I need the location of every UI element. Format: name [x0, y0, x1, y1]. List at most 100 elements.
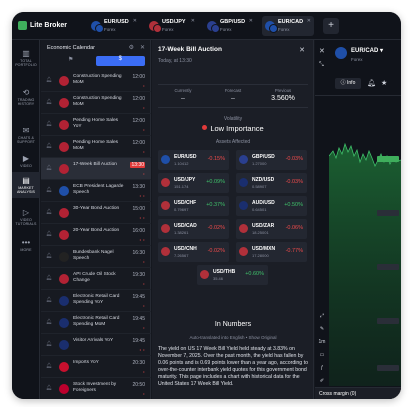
event-row[interactable]: 🔔︎ Pending Home Sales YoY 12:00 • [41, 114, 151, 136]
nav-more[interactable]: ••• MORE [12, 236, 40, 256]
close-icon[interactable]: ✕ [319, 48, 325, 55]
event-name: Visitor Arrivals YoY [73, 338, 114, 343]
nav-market-analysis[interactable]: ▤ MARKET ANALYSIS [12, 172, 40, 198]
bell-icon[interactable]: 🔔︎ [46, 341, 53, 347]
flag-icon [59, 230, 69, 240]
bell-icon[interactable]: 🔔︎ [46, 297, 53, 303]
bell-icon[interactable]: 🔔︎ [46, 385, 53, 391]
asset-card[interactable]: USD/CAD 1.38261 -0.02% [158, 219, 229, 239]
bell-icon[interactable]: 🔔︎ [46, 143, 53, 149]
close-icon[interactable]: ✕ [139, 45, 145, 51]
event-time: 19:45 [132, 338, 145, 344]
asset-card[interactable]: NZD/USD 0.58907 -0.03% [236, 173, 307, 193]
chart-panel: ✕ ⤡ EUR/CAD ▾ Forex ⓘ Info 🔔︎ ★ ⤢✎1m▭ƒ✐3… [315, 40, 401, 399]
bell-icon[interactable]: 🔔︎ [46, 209, 53, 215]
nav-total-portfolio[interactable]: ▥ TOTAL PORTFOLIO [12, 44, 40, 70]
tab-events[interactable]: ⚑ [68, 57, 74, 63]
bell-icon[interactable]: 🔔︎ [46, 121, 53, 127]
bell-icon[interactable]: 🔔︎ [46, 253, 53, 259]
calendar-tabs: ⚑ $ [46, 56, 145, 66]
close-icon[interactable]: ✕ [299, 47, 305, 54]
bell-icon[interactable]: 🔔︎ [46, 77, 53, 83]
asset-card[interactable]: USD/CNH 7.26567 -0.02% [158, 242, 229, 262]
tab-gbp-usd[interactable]: GBP/USD Forex ✕ [204, 16, 256, 36]
tab-eur-usd[interactable]: EUR/USD Forex ✕ [88, 16, 140, 36]
tab-symbol: EUR/CAD [278, 19, 304, 25]
event-row[interactable]: 🔔︎ Pending Home Sales MoM 12:00 • [41, 136, 151, 158]
stat-value: – [181, 95, 185, 102]
event-row[interactable]: 🔔︎ 30-Year Bond Auction 15:00 • • [41, 202, 151, 224]
asset-card[interactable]: GBP/USD 1.27000 -0.03% [236, 150, 307, 170]
event-row[interactable]: 🔔︎ Electronic Retail Card Spending YoY 19:… [41, 290, 151, 312]
asset-symbol: USD/CHF [174, 200, 197, 206]
expand-icon[interactable]: ⤡ [319, 62, 324, 68]
event-row[interactable]: 🔔︎ Stock Investment by Foreigners 20:50 • [41, 378, 151, 399]
event-name: Imports YoY [73, 360, 99, 365]
bell-icon[interactable]: 🔔︎ [46, 231, 53, 237]
importance-dot-icon [202, 125, 208, 130]
chart-tool-button[interactable]: ƒ [320, 365, 324, 371]
stat-label: Forecast [224, 88, 242, 93]
asset-card[interactable]: USD/THB 35.46 +0.60% [197, 265, 268, 285]
event-row[interactable]: 🔔︎ ECB President Lagarde Speech 13:30 • • [41, 180, 151, 202]
event-row[interactable]: 🔔︎ Construction Spending MoM 12:00 • [41, 92, 151, 114]
nav-label: VIDEO [20, 164, 32, 168]
filter-icon[interactable]: ⚙ [128, 45, 134, 51]
flag-icon [59, 296, 69, 306]
close-icon[interactable]: ✕ [190, 18, 195, 24]
chart-tool-button[interactable]: 1m [318, 339, 326, 345]
asset-card[interactable]: EUR/USD 1.10412 -0.15% [158, 150, 229, 170]
close-icon[interactable]: ✕ [132, 18, 137, 24]
flag-icon [59, 98, 69, 108]
asset-card[interactable]: USD/MXN 17.28000 -0.77% [236, 242, 307, 262]
asset-symbol: USD/ZAR [252, 223, 275, 229]
event-row[interactable]: 🔔︎ 20-Year Bond Auction 16:00 • • [41, 224, 151, 246]
tab-eur-cad[interactable]: EUR/CAD Forex ✕ [262, 16, 314, 36]
asset-card[interactable]: AUD/USD 0.64501 +0.50% [236, 196, 307, 216]
event-row[interactable]: 🔔︎ API Crude Oil Stock Change 19:30 • [41, 268, 151, 290]
star-icon[interactable]: ★ [381, 80, 388, 87]
bell-icon[interactable]: 🔔︎ [46, 275, 53, 281]
cross-margin-text: Cross margin (0) [319, 391, 357, 397]
nav-trading-history[interactable]: ⟲ TRADING HISTORY [12, 84, 40, 110]
close-icon[interactable]: ✕ [248, 18, 253, 24]
event-row[interactable]: 🔔︎ Construction Spending MoM 12:00 • [41, 70, 151, 92]
asset-card[interactable]: USD/CHF 0.79697 +0.37% [158, 196, 229, 216]
nav-video[interactable]: ▶ VIDEO [12, 150, 40, 170]
price-chart[interactable] [329, 96, 401, 386]
bell-icon[interactable]: 🔔︎ [46, 187, 53, 193]
tab-usd-jpy[interactable]: USD/JPY Forex ✕ [146, 16, 198, 36]
bell-icon[interactable]: 🔔︎ [46, 363, 53, 369]
event-row[interactable]: 🔔︎ Electronic Retail Card Spending MoM 19:… [41, 312, 151, 334]
cross-margin-status[interactable]: Cross margin (0) [315, 387, 401, 399]
bell-icon[interactable]: 🔔︎ [367, 80, 376, 87]
flag-icon [335, 47, 347, 59]
asset-card[interactable]: USD/ZAR 18.25001 -0.06% [236, 219, 307, 239]
tab-currency[interactable]: $ [95, 56, 145, 66]
chart-tool-button[interactable]: ⤢ [319, 313, 324, 319]
event-row[interactable]: 🔔︎ Bundesbank Nagel Speech 16:30 • [41, 246, 151, 268]
close-icon[interactable]: ✕ [306, 18, 311, 24]
asset-card[interactable]: USD/JPY 151.174 +0.09% [158, 173, 229, 193]
asset-symbol: EUR/USD [174, 154, 197, 160]
chart-tool-button[interactable]: ✐ [319, 378, 325, 384]
economic-calendar-panel: Economic Calendar ⚙ ✕ ⚑ $ 🔔︎ Construction… [41, 40, 151, 399]
nav-chats-support[interactable]: ✉ CHATS & SUPPORT [12, 122, 40, 148]
translation-note[interactable]: Auto-translated into English • Show Orig… [189, 335, 277, 340]
event-row[interactable]: 🔔︎ Visitor Arrivals YoY 19:45 • • [41, 334, 151, 356]
event-row[interactable]: 🔔︎ Imports YoY 20:30 • [41, 356, 151, 378]
event-row[interactable]: 🔔︎ 17-Week Bill Auction 13:30 • [41, 158, 151, 180]
nav-label: MORE [20, 248, 32, 252]
chart-tool-button[interactable]: ✎ [319, 326, 325, 332]
chart-tool-button[interactable]: ▭ [319, 352, 325, 358]
add-tab-button[interactable]: + [323, 18, 339, 34]
flag-icon [59, 274, 69, 284]
chart-symbol[interactable]: EUR/CAD ▾ [351, 48, 384, 54]
nav-label: VIDEO TUTORIALS [15, 218, 37, 226]
bell-icon[interactable]: 🔔︎ [46, 99, 53, 105]
nav-video-tutorials[interactable]: ▷ VIDEO TUTORIALS [12, 204, 40, 230]
flag-icon [239, 224, 248, 233]
info-button[interactable]: ⓘ Info [335, 78, 361, 89]
bell-icon[interactable]: 🔔︎ [46, 319, 53, 325]
bell-icon[interactable]: 🔔︎ [46, 165, 53, 171]
